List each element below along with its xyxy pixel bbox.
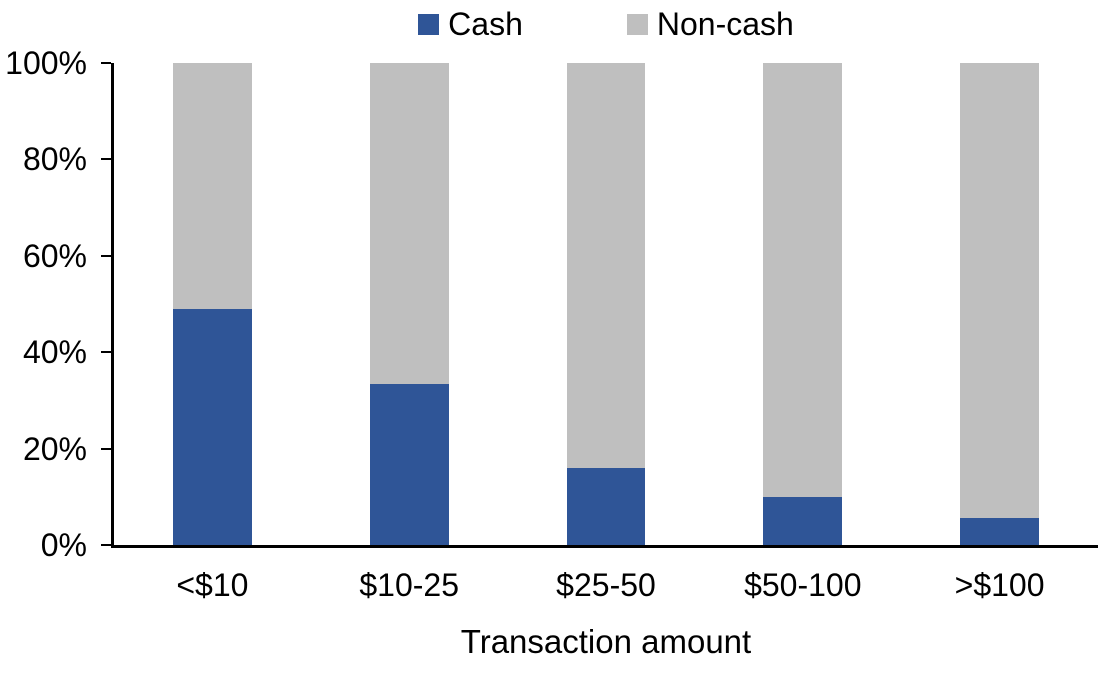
y-axis-label: 100% [5, 45, 87, 81]
legend-label-non-cash: Non-cash [656, 6, 794, 42]
legend-label-cash: Cash [448, 6, 523, 42]
legend-swatch-cash-icon [418, 13, 440, 35]
x-axis-label-10: <$10 [176, 567, 249, 603]
y-axis-tick [101, 544, 111, 546]
legend-item-non-cash: Non-cash [626, 6, 794, 42]
x-axis-label-25-50: $25-50 [556, 567, 656, 603]
bars-container [114, 63, 1098, 545]
bar-10 [173, 63, 252, 545]
bar-segment-cash [566, 467, 646, 545]
y-axis-tick [101, 447, 111, 450]
legend-item-cash: Cash [418, 8, 523, 40]
x-axis-label-100: >$100 [954, 567, 1045, 603]
bar-100 [960, 63, 1039, 545]
bar-segment-cash [960, 518, 1039, 545]
y-axis-label: 40% [22, 334, 87, 371]
bar-segment-cash [369, 383, 449, 545]
bar-segment-cash [173, 308, 252, 545]
bar-cell-10 [114, 63, 311, 545]
y-axis-label: 20% [22, 430, 87, 467]
bar-10-25 [369, 63, 449, 545]
y-axis-tick [101, 62, 111, 64]
bar-cell-50-100 [704, 63, 901, 545]
y-axis-tick [101, 158, 111, 161]
legend-swatch-non-cash-icon [626, 13, 648, 35]
bar-25-50 [566, 63, 646, 545]
bar-segment-non-cash [173, 63, 252, 309]
bar-cell-100 [901, 63, 1098, 545]
bar-segment-cash [763, 496, 843, 545]
bar-segment-non-cash [566, 63, 646, 468]
bar-segment-non-cash [960, 63, 1039, 519]
bar-segment-non-cash [369, 63, 449, 384]
x-axis-title: Transaction amount [460, 623, 752, 660]
chart-legend: Cash Non-cash [114, 8, 1098, 40]
y-axis-label: 0% [40, 527, 87, 563]
bar-50-100 [763, 63, 843, 545]
y-axis-label: 80% [22, 141, 87, 178]
y-axis-tick [101, 351, 111, 354]
bar-segment-non-cash [763, 63, 843, 497]
x-axis-label-50-100: $50-100 [744, 567, 862, 603]
x-axis-labels: <$10 $10-25 $25-50 $50-100 >$100 [114, 566, 1098, 604]
y-axis-label: 60% [22, 237, 87, 274]
bar-cell-25-50 [508, 63, 705, 545]
y-axis-tick [101, 254, 111, 257]
bar-cell-10-25 [311, 63, 508, 545]
x-axis-label-10-25: $10-25 [359, 567, 460, 603]
plot-area: 0% 20% 40% 60% 80% 100% [5, 47, 1098, 561]
